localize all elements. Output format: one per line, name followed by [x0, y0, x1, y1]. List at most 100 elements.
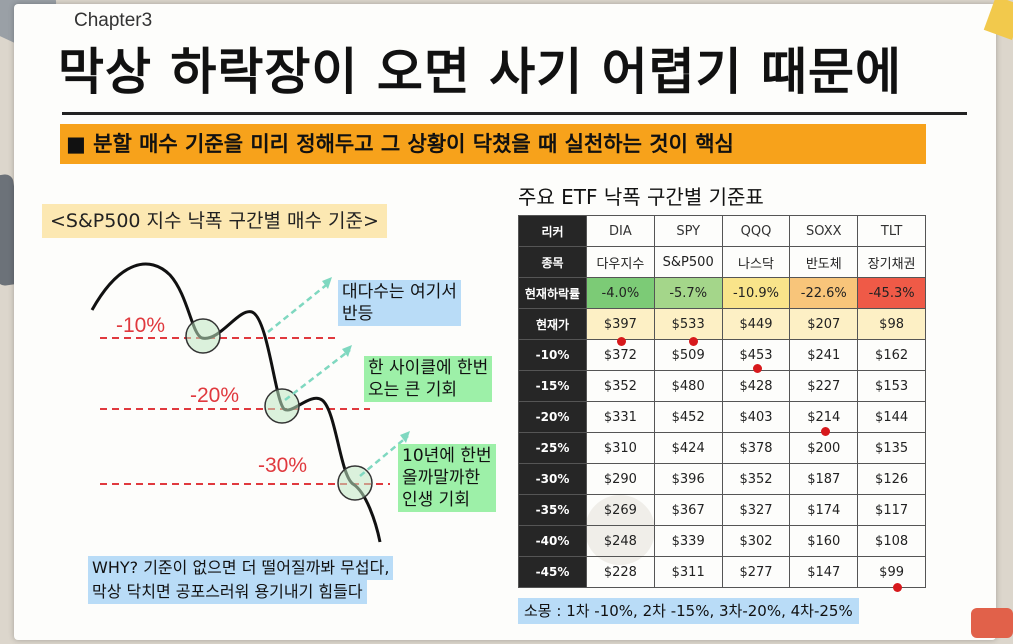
note-line: 10년에 한번: [402, 446, 492, 466]
price-level-cell: $248: [586, 525, 655, 557]
price-cell: $397: [586, 308, 655, 340]
drawdown-illustration: -10% -20% -30%: [90, 262, 410, 543]
current-level-marker: [893, 583, 902, 592]
table-row: -40% $248 $339 $302 $160 $108: [518, 525, 926, 557]
price-cell: $207: [789, 308, 859, 340]
price-level-cell: $378: [721, 432, 791, 464]
title-divider: [62, 112, 967, 115]
buy-point-10: [185, 318, 221, 354]
table-row: 리커 DIA SPY QQQ SOXX TLT: [518, 215, 926, 247]
level-row-label: -10%: [518, 339, 587, 371]
buy-plan-note: 소몽 : 1차 -10%, 2차 -15%, 3차-20%, 4차-25%: [518, 598, 859, 624]
level-row-label: -20%: [518, 401, 587, 433]
current-level-marker: [753, 364, 762, 373]
why-line-2: 막상 닥치면 공포스러워 용기내기 힘들다: [88, 580, 367, 604]
ticker-cell: TLT: [857, 215, 926, 247]
current-level-marker: [821, 427, 830, 436]
arrow-head-30: [400, 431, 410, 443]
note-line: 한 사이클에 한번: [368, 358, 489, 378]
table-row: -10% $372 $509 $453 $241 $162: [518, 339, 926, 371]
price-level-cell: $269: [586, 494, 655, 526]
why-note: WHY? 기준이 없으면 더 떨어질까봐 무섭다, 막상 닥치면 공포스러워 용…: [88, 556, 394, 604]
table-row: -35% $269 $367 $327 $174 $117: [518, 494, 926, 526]
table-row: -25% $310 $424 $378 $200 $135: [518, 432, 926, 464]
level-label-20: -20%: [190, 384, 239, 407]
level-label-10: -10%: [116, 314, 165, 337]
key-point-banner: ■ 분할 매수 기준을 미리 정해두고 그 상황이 닥쳤을 때 실천하는 것이 …: [60, 124, 926, 164]
drawdown-cell: -5.7%: [653, 277, 723, 309]
table-row: -30% $290 $396 $352 $187 $126: [518, 463, 926, 495]
price-level-cell: $452: [653, 401, 723, 433]
name-cell: 장기채권: [857, 246, 926, 278]
level-label-30: -30%: [258, 454, 307, 477]
current-level-marker: [617, 337, 626, 346]
price-level-cell: $331: [586, 401, 655, 433]
table-row: -45% $228 $311 $277 $147 $99: [518, 556, 926, 588]
price-level-cell: $147: [789, 556, 859, 588]
ticker-cell: SOXX: [789, 215, 859, 247]
current-level-marker: [689, 337, 698, 346]
note-line: 대다수는 여기서: [342, 282, 457, 302]
price-level-cell: $135: [857, 432, 926, 464]
table-row: -20% $331 $452 $403 $214 $144: [518, 401, 926, 433]
price-level-cell: $227: [789, 370, 859, 402]
price-level-cell: $302: [721, 525, 791, 557]
price-level-cell: $117: [857, 494, 926, 526]
table-row: 현재가 $397 $533 $449 $207 $98: [518, 308, 926, 340]
table-title: 주요 ETF 낙폭 구간별 기준표: [518, 185, 764, 209]
level-row-label: -25%: [518, 432, 587, 464]
price-cell: $98: [857, 308, 926, 340]
name-cell: 반도체: [789, 246, 859, 278]
drawdown-row-label: 현재하락률: [518, 277, 587, 309]
price-level-cell: $480: [653, 370, 723, 402]
price-level-cell: $290: [586, 463, 655, 495]
price-level-cell: $396: [653, 463, 723, 495]
price-level-cell: $327: [721, 494, 791, 526]
why-line-1: WHY? 기준이 없으면 더 떨어질까봐 무섭다,: [88, 556, 394, 580]
name-cell: S&P500: [653, 246, 723, 278]
price-level-cell: $200: [789, 432, 859, 464]
price-level-cell: $311: [653, 556, 723, 588]
chart-section-label: <S&P500 지수 낙폭 구간별 매수 기준>: [42, 204, 387, 238]
buy-point-30: [337, 465, 373, 501]
chapter-label: Chapter3: [74, 10, 153, 31]
price-level-cell: $339: [653, 525, 723, 557]
level-row-label: -15%: [518, 370, 587, 402]
level-row-label: -30%: [518, 463, 587, 495]
arrow-head-10: [322, 277, 332, 289]
drawdown-cell: -10.9%: [721, 277, 791, 309]
note-line: 올까말까한: [402, 468, 481, 488]
price-level-cell: $187: [789, 463, 859, 495]
price-cell: $449: [721, 308, 791, 340]
price-level-cell: $153: [857, 370, 926, 402]
arrow-10: [267, 281, 331, 333]
price-level-cell: $428: [721, 370, 791, 402]
price-level-cell: $162: [857, 339, 926, 371]
name-cell: 다우지수: [586, 246, 655, 278]
note-line: 오는 큰 기회: [368, 380, 458, 400]
price-row-label: 현재가: [518, 308, 587, 340]
table-row: 현재하락률 -4.0% -5.7% -10.9% -22.6% -45.3%: [518, 277, 926, 309]
price-level-cell: $99: [857, 556, 926, 588]
level-row-label: -40%: [518, 525, 587, 557]
ticker-cell: QQQ: [721, 215, 791, 247]
note-line: 반등: [342, 304, 374, 324]
price-level-cell: $509: [653, 339, 723, 371]
note-rebound: 대다수는 여기서 반등: [338, 280, 461, 326]
arrow-head-20: [342, 345, 352, 357]
price-level-cell: $352: [586, 370, 655, 402]
drawdown-cell: -4.0%: [586, 277, 655, 309]
arrow-30: [359, 435, 409, 477]
price-level-cell: $228: [586, 556, 655, 588]
arrows: [267, 281, 409, 477]
note-line: 인생 기회: [402, 490, 470, 510]
price-level-cell: $424: [653, 432, 723, 464]
ticker-cell: SPY: [653, 215, 723, 247]
note-lifetime: 10년에 한번 올까말까한 인생 기회: [398, 444, 496, 512]
ticker-cell: DIA: [586, 215, 655, 247]
price-level-cell: $144: [857, 401, 926, 433]
price-level-cell: $403: [721, 401, 791, 433]
price-level-cell: $108: [857, 525, 926, 557]
buy-point-20: [264, 388, 300, 424]
table-row: 종목 다우지수 S&P500 나스닥 반도체 장기채권: [518, 246, 926, 278]
